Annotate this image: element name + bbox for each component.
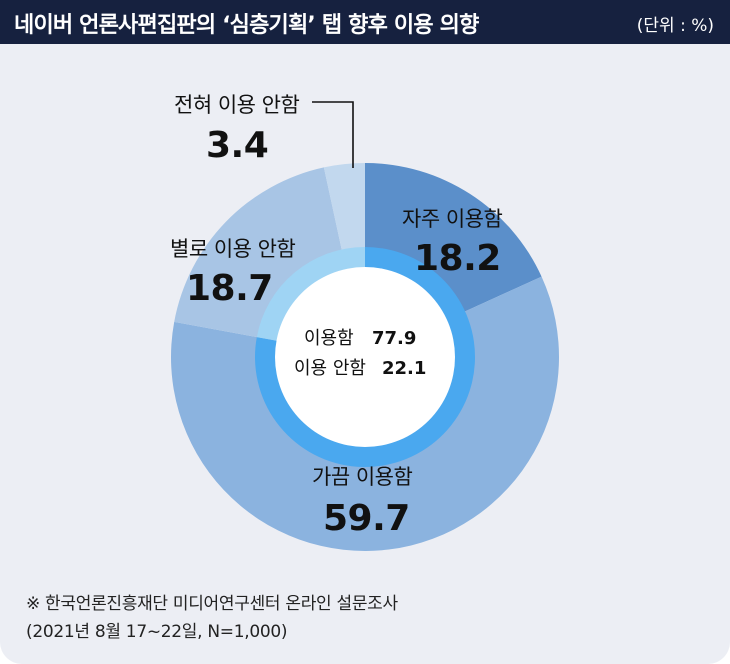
inner-ring (254, 247, 475, 467)
center-label-used: 이용함 (304, 328, 354, 349)
value-often: 18.2 (414, 238, 501, 279)
leader-line-never (312, 101, 354, 168)
title-bar: 네이버 언론사편집판의 ‘심층기획’ 탭 향후 이용 의향 (단위 : %) (0, 0, 730, 44)
center-label-unused: 이용 안함 (294, 358, 366, 379)
value-rarely: 18.7 (186, 268, 273, 309)
source-line: ※ 한국언론진흥재단 미디어연구센터 온라인 설문조사 (26, 594, 398, 614)
value-never: 3.4 (206, 125, 268, 166)
chart-title: 네이버 언론사편집판의 ‘심층기획’ 탭 향후 이용 의향 (14, 13, 479, 38)
center-value-used: 77.9 (372, 328, 416, 349)
label-sometimes: 가끔 이용함 (312, 465, 412, 489)
source-note: ※ 한국언론진흥재단 미디어연구센터 온라인 설문조사 (2021년 8월 17… (26, 590, 398, 646)
label-often: 자주 이용함 (402, 207, 502, 231)
center-value-unused: 22.1 (382, 358, 426, 379)
outer-slice-2 (174, 167, 346, 341)
value-sometimes: 59.7 (323, 498, 410, 539)
survey-period: (2021년 8월 17~22일, N=1,000) (26, 622, 288, 642)
label-rarely: 별로 이용 안함 (170, 237, 295, 261)
inner-slice-1 (256, 247, 365, 342)
label-never: 전혀 이용 안함 (174, 93, 299, 117)
outer-slice-3 (323, 163, 365, 268)
unit-label: (단위 : %) (636, 16, 714, 36)
donut-hole (275, 267, 455, 447)
outer-slice-0 (365, 163, 542, 319)
